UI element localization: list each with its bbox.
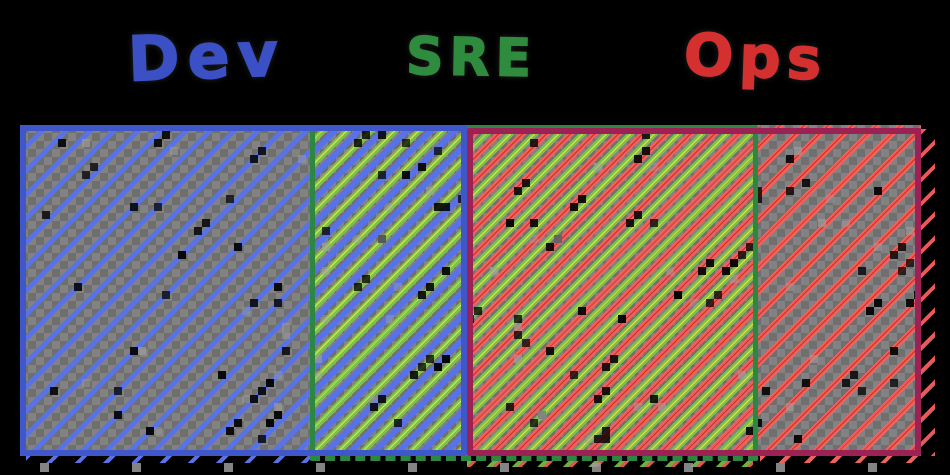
hatch-overshoot-bottom-sre-ops [467, 461, 753, 467]
region-sre-ops-overlap [467, 125, 753, 456]
hatch-overshoot-bottom-dev [26, 455, 310, 463]
ops-box-border [467, 128, 921, 456]
ops-label: Ops [682, 20, 829, 94]
hatch-overshoot-bottom-ops [760, 456, 921, 463]
region-dev-sre-overlap [312, 125, 467, 456]
dev-box-border [20, 125, 467, 456]
overlap-box [20, 125, 935, 472]
dev-label: Dev [126, 17, 288, 97]
hatch-overshoot-right-ops [921, 129, 935, 456]
hatch-overshoot-grey-ticks [40, 463, 902, 472]
sre-box-border [310, 125, 758, 461]
sre-label: SRE [405, 26, 539, 90]
region-ops-only [753, 125, 921, 456]
region-dev-only [20, 125, 312, 456]
